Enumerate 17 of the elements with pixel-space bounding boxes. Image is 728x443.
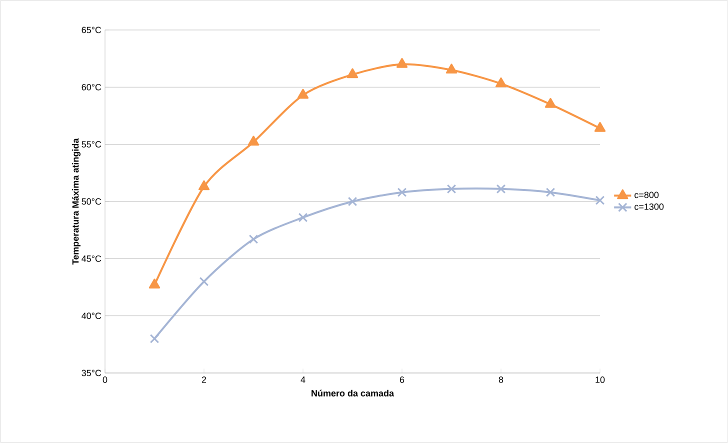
- legend-label: c=1300: [634, 203, 664, 210]
- x-tick-label: 8: [498, 376, 504, 383]
- y-tick-label: 40°C: [82, 312, 102, 320]
- x-tick-label: 2: [202, 376, 206, 383]
- y-tick-label: 65°C: [82, 26, 102, 34]
- y-tick-label: 60°C: [82, 84, 102, 90]
- y-axis-title: Temperatura Máxima atingida: [72, 138, 81, 265]
- x-axis-title: Número da camada: [312, 390, 394, 396]
- y-tick-label: 45°C: [82, 255, 102, 262]
- x-tick-label: 0: [102, 376, 108, 383]
- x-tick-label: 4: [300, 376, 306, 383]
- y-tick-label: 35°C: [82, 370, 102, 376]
- x-tick-label: 10: [596, 376, 605, 383]
- y-tick-label: 50°C: [82, 198, 102, 205]
- legend-label: c=800: [634, 192, 659, 198]
- y-tick-label: 55°C: [82, 141, 102, 148]
- x-tick-label: 6: [400, 376, 404, 383]
